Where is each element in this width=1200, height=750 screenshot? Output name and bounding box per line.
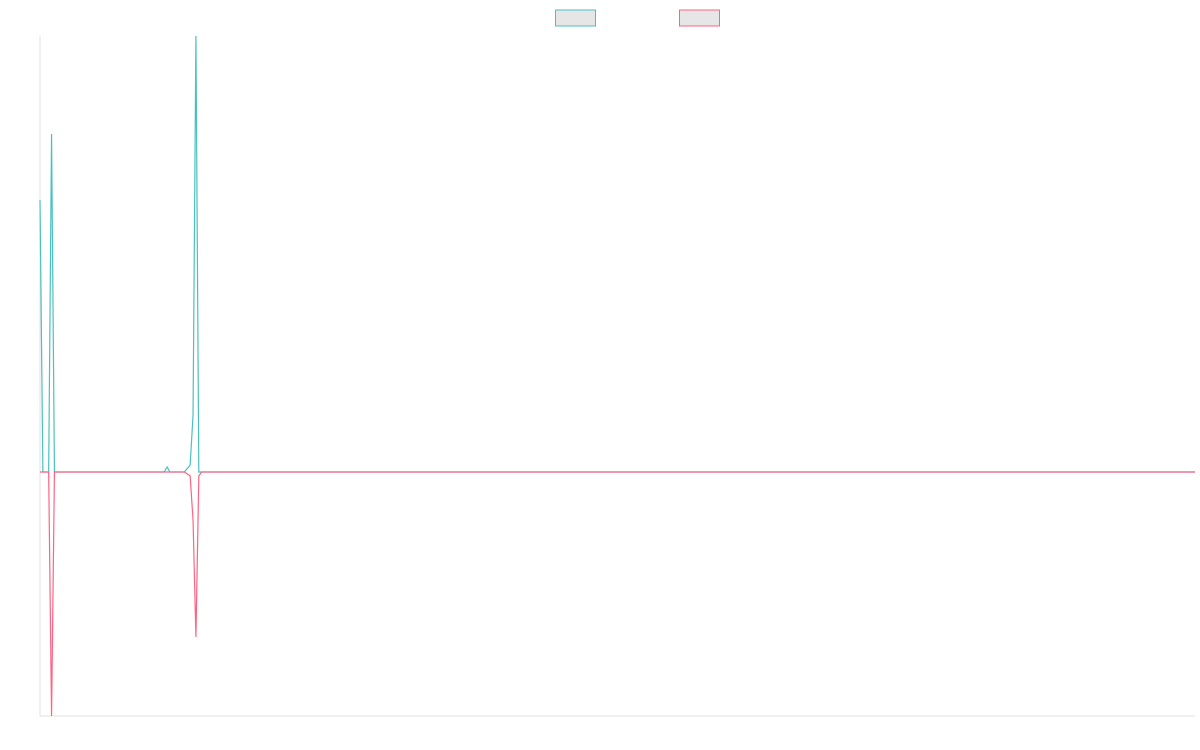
legend-swatch[interactable] [555,9,596,27]
legend-swatch[interactable] [679,9,720,27]
series-line [40,471,1195,717]
series-line [39,35,1195,473]
